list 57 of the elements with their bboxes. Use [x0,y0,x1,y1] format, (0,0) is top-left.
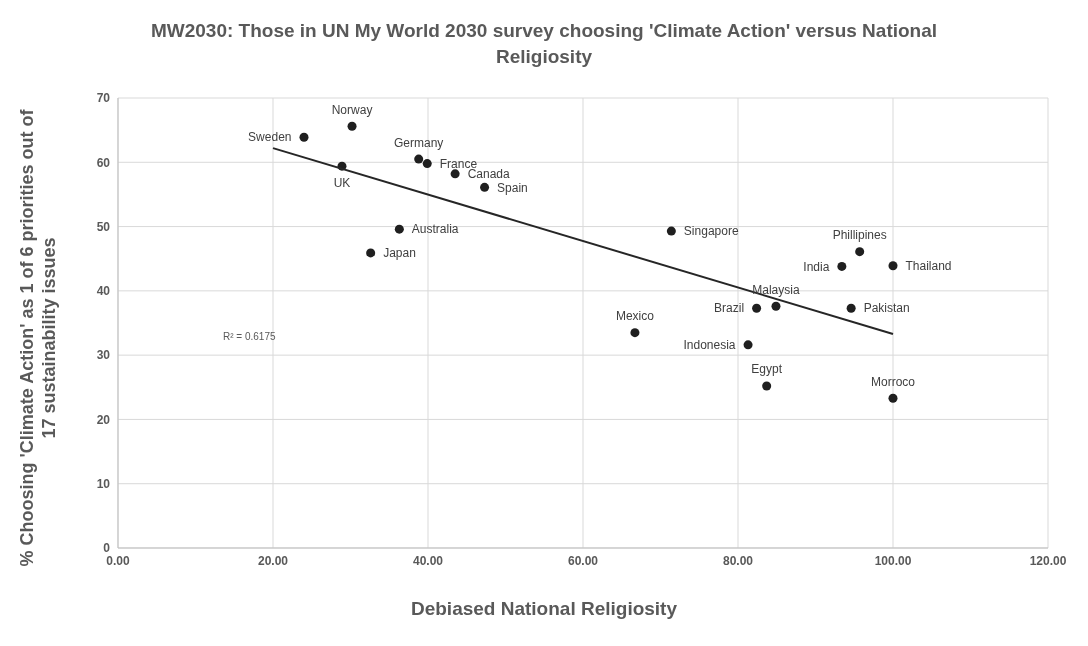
series-label: Canada [467,167,510,182]
point [855,247,865,257]
y-tick-label: 0 [103,541,111,556]
y-tick-label: 60 [96,155,111,170]
x-tick-label: 60.00 [567,553,599,568]
series-label: Morroco [870,374,916,389]
series-label: Brazil [714,301,745,316]
point [480,182,490,192]
y-tick-label: 20 [96,412,111,427]
x-tick-label: 120.00 [1029,553,1067,568]
series-label: Thailand [905,259,952,274]
point [347,121,357,131]
point [743,340,753,350]
series-label: Malaysia [752,282,800,297]
x-tick-label: 20.00 [257,553,289,568]
x-tick-label: 40.00 [412,553,444,568]
series-label: Spain [497,180,528,195]
point [394,224,404,234]
point [366,248,376,258]
x-tick-label: 0.00 [106,553,130,568]
series-label: Indonesia [683,338,736,353]
point [762,381,772,391]
y-tick-label: 50 [96,219,111,234]
point [771,301,781,311]
point [666,226,676,236]
point [414,154,424,164]
series-label: Australia [411,222,459,237]
series-label: India [803,259,830,274]
series-label: UK [333,176,351,191]
series-label: Germany [394,135,444,150]
y-axis-title: % Choosing 'Climate Action' as 1 of 6 priorities out of 17 sustainability issues [16,108,60,569]
series-label: Sweden [248,130,292,145]
annotation: R² = 0.6175 [223,331,276,342]
y-tick-label: 30 [96,348,111,363]
point [752,303,762,313]
point [888,393,898,403]
series-label: Pakistan [863,301,910,316]
y-tick-label: 70 [96,91,111,106]
series-label: Norway [331,102,373,117]
series-label: Mexico [615,309,655,324]
chart-title: MW2030: Those in UN My World 2030 survey choosing 'Climate Action' versus National Religiosity [149,19,939,69]
series-label: Egypt [751,362,783,377]
point [299,132,309,142]
point [422,159,432,169]
point [630,328,640,338]
point [888,261,898,271]
y-tick-label: 10 [96,476,111,491]
x-axis-title: Debiased National Religiosity [409,598,679,620]
x-tick-label: 80.00 [722,553,754,568]
point [450,169,460,179]
series-label: Japan [383,246,416,261]
x-tick-label: 100.00 [874,553,912,568]
series-label: Singapore [683,224,739,239]
series-label: Phillipines [832,228,887,243]
y-tick-label: 40 [96,284,111,299]
point [837,261,847,271]
point [846,303,856,313]
